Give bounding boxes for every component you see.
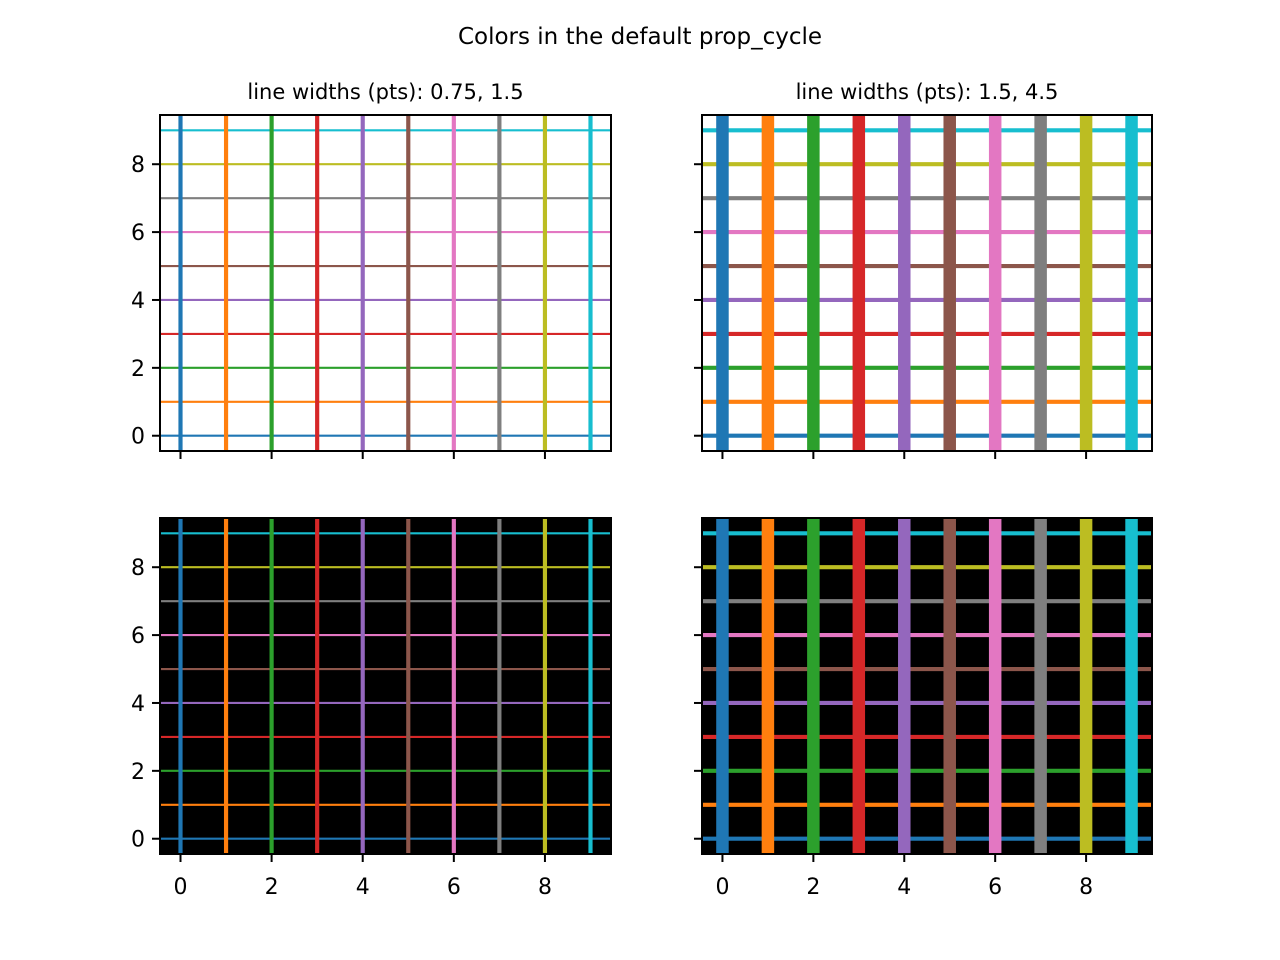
ytick-label: 4 <box>131 289 145 314</box>
xtick-label: 6 <box>447 875 461 900</box>
axes-panel-2: line widths (pts): 1.5, 4.5 <box>694 80 1153 459</box>
plot-area <box>702 518 1152 854</box>
ytick-label: 6 <box>131 624 145 649</box>
ytick-label: 0 <box>131 828 145 853</box>
xtick-label: 8 <box>538 875 552 900</box>
axes-spines <box>701 517 1153 855</box>
xtick-label: 0 <box>715 875 729 900</box>
plot-area <box>160 115 611 451</box>
axes-spines <box>701 114 1153 452</box>
xtick-label: 2 <box>265 875 279 900</box>
axes-panel-3: 0 2 4 6 8 0 2 4 6 8 <box>131 517 612 900</box>
axes-title: line widths (pts): 1.5, 4.5 <box>796 80 1059 104</box>
ytick-label: 8 <box>131 153 145 178</box>
axes-title: line widths (pts): 0.75, 1.5 <box>247 80 523 104</box>
xtick-label: 8 <box>1079 875 1093 900</box>
axes-background <box>702 518 1152 854</box>
axes-background <box>160 115 611 451</box>
xtick-label: 2 <box>806 875 820 900</box>
xtick-label: 4 <box>897 875 911 900</box>
figure-suptitle: Colors in the default prop_cycle <box>458 24 822 50</box>
axes-spines <box>159 517 612 855</box>
ytick-label: 6 <box>131 221 145 246</box>
plot-area <box>160 518 611 854</box>
plot-area <box>702 115 1152 451</box>
axes-background <box>160 518 611 854</box>
ytick-label: 4 <box>131 692 145 717</box>
axes-panel-4: 0 2 4 6 8 <box>694 517 1153 900</box>
xtick-label: 6 <box>988 875 1002 900</box>
xtick-label: 4 <box>356 875 370 900</box>
axes-panel-1: 0 2 4 6 8 line widths (pts): 0.75, 1.5 <box>131 80 612 459</box>
ytick-label: 2 <box>131 760 145 785</box>
axes-spines <box>159 114 612 452</box>
ytick-label: 8 <box>131 556 145 581</box>
ytick-label: 0 <box>131 425 145 450</box>
ytick-label: 2 <box>131 357 145 382</box>
xtick-label: 0 <box>174 875 188 900</box>
axes-background <box>702 115 1152 451</box>
axes-container: 0 2 4 6 8 line widths (pts): 0.75, 1.5 line wi… <box>131 80 1153 900</box>
